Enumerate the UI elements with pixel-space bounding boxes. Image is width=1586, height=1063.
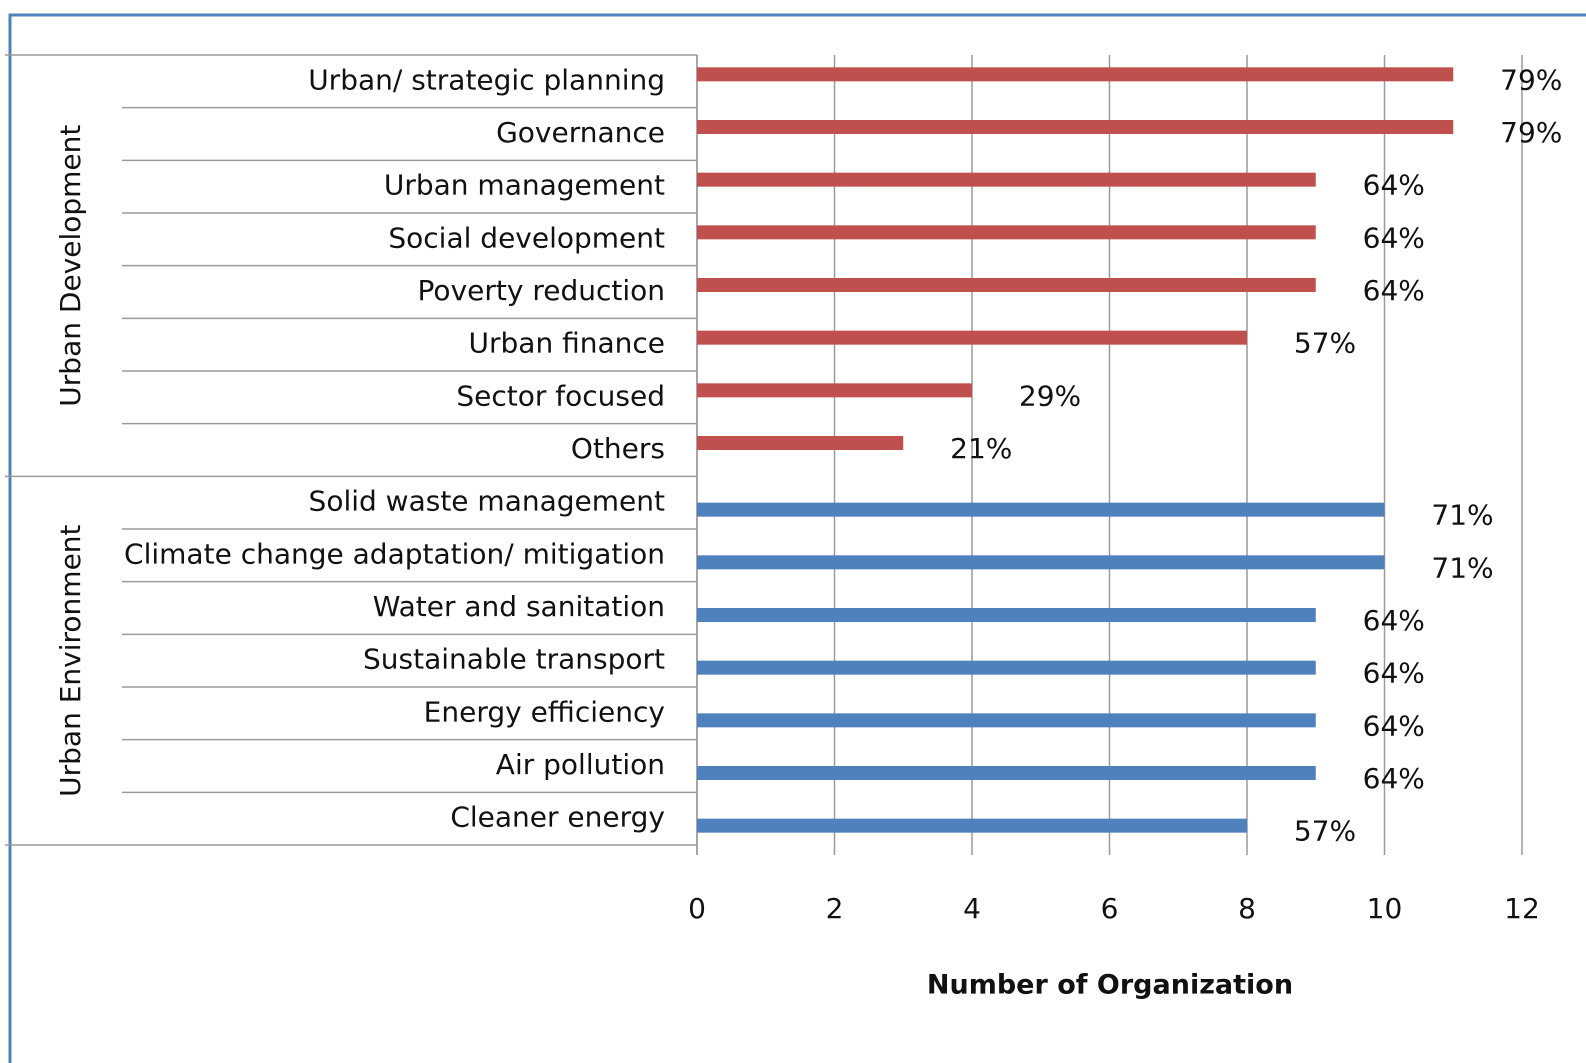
x-tick-label: 12 — [1504, 892, 1540, 925]
data-label: 79% — [1500, 63, 1562, 96]
bar — [697, 818, 1247, 833]
bar — [697, 502, 1385, 517]
x-tick-label: 8 — [1238, 892, 1256, 925]
y-tick-label: Social development — [388, 221, 665, 254]
bar — [697, 608, 1316, 622]
x-tick-label: 0 — [688, 892, 706, 925]
data-label: 21% — [950, 432, 1012, 465]
y-tick-label: Urban/ strategic planning — [308, 63, 665, 96]
data-label: 64% — [1363, 657, 1425, 690]
y-tick-label: Cleaner energy — [450, 801, 665, 834]
bar — [697, 225, 1316, 240]
x-tick-label: 4 — [963, 892, 981, 925]
group-label: Urban Development — [54, 125, 87, 407]
bar — [697, 555, 1385, 570]
y-tick-label: Energy efficiency — [424, 695, 665, 728]
bar — [697, 67, 1454, 82]
x-tick-label: 10 — [1367, 892, 1403, 925]
data-label: 64% — [1363, 274, 1425, 307]
bar — [697, 120, 1454, 134]
data-label: 71% — [1431, 551, 1493, 584]
y-tick-label: Urban management — [384, 169, 665, 202]
data-label: 64% — [1363, 169, 1425, 202]
y-tick-label: Urban finance — [469, 327, 666, 360]
x-tick-label: 6 — [1101, 892, 1119, 925]
bar — [697, 278, 1316, 292]
bar — [697, 660, 1316, 675]
frame — [8, 13, 1586, 1063]
data-label: 64% — [1363, 762, 1425, 795]
y-tick-label: Governance — [496, 116, 665, 149]
y-tick-label: Sector focused — [456, 379, 665, 412]
data-label: 71% — [1431, 499, 1493, 532]
y-tick-label: Climate change adaptation/ mitigation — [124, 537, 665, 570]
y-tick-label: Others — [571, 432, 665, 465]
data-label: 64% — [1363, 604, 1425, 637]
bar — [697, 766, 1316, 780]
data-label: 57% — [1294, 815, 1356, 848]
y-tick-label: Poverty reduction — [418, 274, 665, 307]
bar — [697, 713, 1316, 728]
y-tick-label: Solid waste management — [309, 485, 665, 518]
data-label: 29% — [1019, 379, 1081, 412]
y-tick-label: Sustainable transport — [363, 643, 665, 676]
y-tick-label: Water and sanitation — [373, 590, 665, 623]
bar — [697, 172, 1316, 187]
bar — [697, 436, 904, 450]
x-axis-title: Number of Organization — [927, 970, 1293, 1001]
bar — [697, 383, 972, 398]
data-label: 64% — [1363, 221, 1425, 254]
data-label: 57% — [1294, 327, 1356, 360]
data-label: 64% — [1363, 709, 1425, 742]
y-tick-label: Air pollution — [496, 748, 665, 781]
group-label: Urban Environment — [54, 524, 87, 796]
data-label: 79% — [1500, 116, 1562, 149]
bar — [697, 330, 1247, 345]
x-tick-label: 2 — [826, 892, 844, 925]
